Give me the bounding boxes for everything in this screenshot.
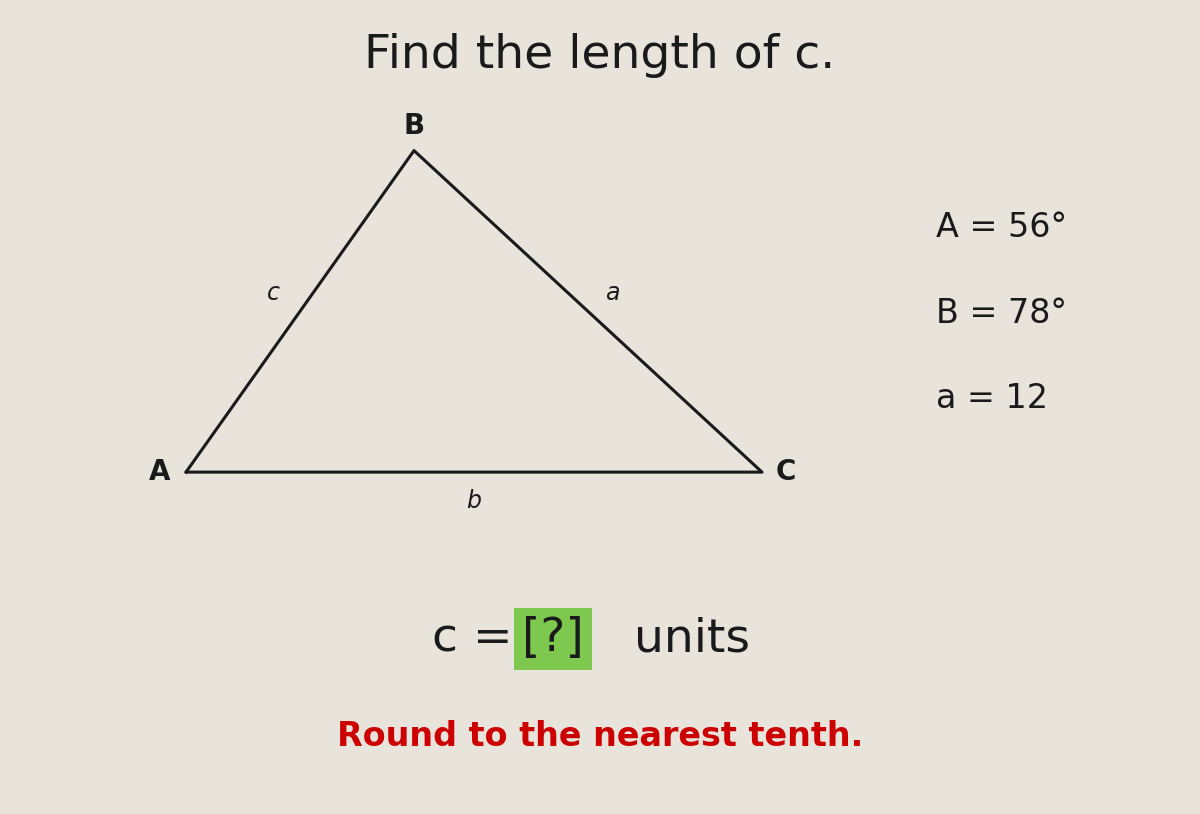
Text: b: b: [467, 488, 481, 513]
Text: c =: c =: [432, 616, 528, 662]
Text: B: B: [403, 112, 425, 140]
Text: Round to the nearest tenth.: Round to the nearest tenth.: [337, 720, 863, 753]
Text: a = 12: a = 12: [936, 383, 1048, 415]
Text: C: C: [776, 458, 796, 486]
Text: A: A: [149, 458, 170, 486]
Text: [?]: [?]: [522, 616, 583, 662]
Text: units: units: [634, 616, 750, 662]
Text: c: c: [268, 281, 280, 305]
Text: A = 56°: A = 56°: [936, 212, 1067, 244]
Text: Find the length of c.: Find the length of c.: [365, 33, 835, 77]
Text: a: a: [605, 281, 619, 305]
Text: B = 78°: B = 78°: [936, 297, 1067, 330]
